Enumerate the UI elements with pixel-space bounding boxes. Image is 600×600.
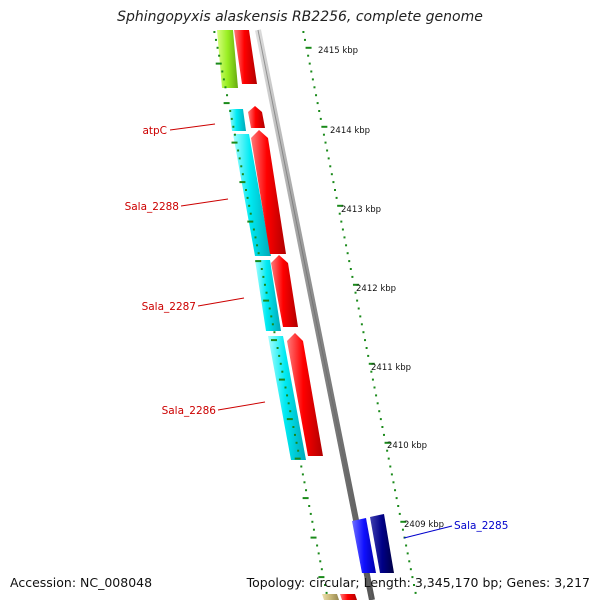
- leader-sala-2285: [403, 525, 453, 539]
- gene-sala-2285[interactable]: [370, 514, 394, 573]
- gene-label-sala-2287[interactable]: Sala_2287: [142, 301, 196, 313]
- genome-summary: Topology: circular; Length: 3,345,170 bp…: [246, 575, 590, 590]
- gene-red-bottom[interactable]: [340, 594, 357, 600]
- map-title: Sphingopyxis alaskensis RB2256, complete…: [117, 9, 483, 25]
- leader-sala-2286: [217, 401, 266, 411]
- gene-label-sala-2286[interactable]: Sala_2286: [162, 405, 217, 417]
- gene-sala-2286-reverse[interactable]: [268, 336, 306, 460]
- leader-atpC: [169, 123, 216, 131]
- kbp-label-2413: 2413 kbp: [341, 205, 381, 215]
- gene-lime[interactable]: [217, 30, 238, 88]
- gene-sala-2288-reverse[interactable]: [233, 134, 271, 256]
- gene-tan-bottom[interactable]: [322, 594, 339, 600]
- kbp-label-2415: 2415 kbp: [318, 46, 358, 56]
- tick-marks-right: [302, 31, 417, 594]
- leader-sala-2287: [197, 297, 245, 307]
- gene-sala-2287[interactable]: [271, 255, 298, 327]
- gene-sala-2288[interactable]: [251, 130, 286, 254]
- kbp-label-2412: 2412 kbp: [356, 284, 396, 294]
- gene-label-sala-2285[interactable]: Sala_2285: [454, 520, 508, 532]
- kbp-label-2411: 2411 kbp: [371, 363, 411, 373]
- gene-sala-2287-reverse[interactable]: [255, 260, 281, 331]
- kbp-label-2409: 2409 kbp: [404, 520, 444, 530]
- gene-features: [217, 30, 394, 600]
- gene-atpC[interactable]: [248, 106, 265, 128]
- genome-backbone: [255, 29, 375, 600]
- gene-sala-2286[interactable]: [287, 333, 323, 456]
- accession-label: Accession: NC_008048: [10, 575, 153, 590]
- gene-atpC-reverse[interactable]: [229, 109, 246, 131]
- tick-marks-left: [213, 31, 328, 594]
- gene-label-atpC[interactable]: atpC: [142, 125, 167, 137]
- gene-annotations: atpC Sala_2288 Sala_2287 Sala_2286 Sala_…: [125, 123, 508, 539]
- gene-sala-2285-blue[interactable]: [352, 518, 376, 573]
- gene-red-top[interactable]: [234, 30, 257, 84]
- kbp-label-2414: 2414 kbp: [330, 126, 370, 136]
- leader-sala-2288: [180, 198, 229, 207]
- kbp-label-2410: 2410 kbp: [387, 441, 427, 451]
- kbp-scale: 2415 kbp 2414 kbp 2413 kbp 2412 kbp 2411…: [318, 46, 444, 530]
- gene-label-sala-2288[interactable]: Sala_2288: [125, 201, 179, 213]
